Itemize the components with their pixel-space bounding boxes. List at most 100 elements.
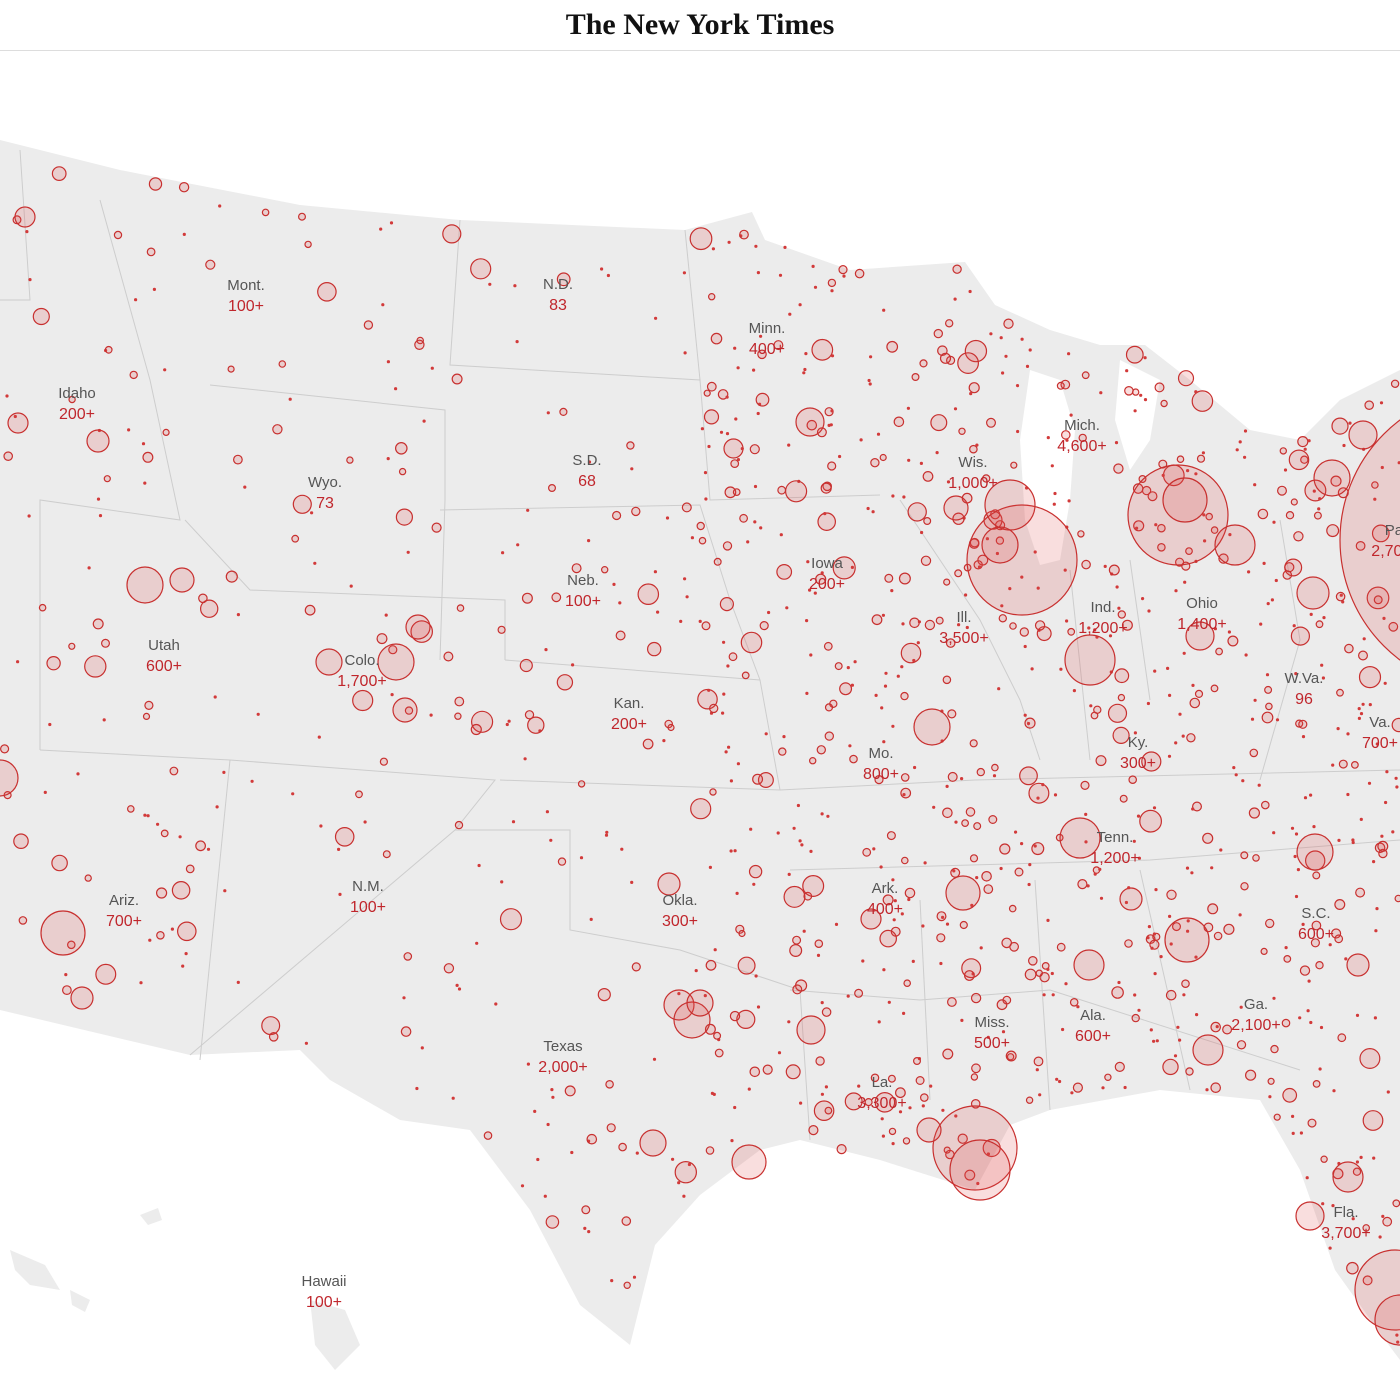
case-circle	[1194, 390, 1198, 394]
case-circle	[1171, 922, 1181, 932]
case-circle	[882, 968, 886, 972]
case-circle	[804, 352, 808, 356]
case-circle	[836, 1143, 847, 1155]
state-name: Tenn.	[1097, 829, 1134, 846]
case-circle	[722, 692, 726, 696]
case-circle	[737, 956, 756, 975]
case-circle	[1272, 996, 1276, 1000]
case-circle	[1321, 1202, 1325, 1206]
case-circle	[806, 419, 818, 431]
case-circle	[215, 805, 219, 809]
case-circle	[945, 922, 950, 926]
case-circle	[911, 373, 920, 382]
case-circle	[809, 653, 813, 657]
state-name: Iowa	[811, 555, 843, 572]
case-circle	[860, 908, 882, 930]
case-circle	[945, 784, 949, 789]
case-circle	[1191, 683, 1195, 688]
case-circle	[844, 1092, 863, 1111]
state-labels: Mont. 100+ N.D. 83 Minn. 400+ Idaho 200+ Wyo. 73 S…	[58, 276, 1400, 1311]
case-circle	[815, 1056, 825, 1066]
case-circle	[1028, 955, 1038, 966]
case-circle	[379, 227, 383, 231]
case-circle	[545, 810, 550, 814]
case-circle	[1282, 1087, 1298, 1103]
case-circle	[177, 921, 197, 942]
case-circle	[957, 1133, 968, 1144]
case-circle	[443, 651, 454, 662]
case-circle	[1036, 796, 1040, 800]
case-circle	[304, 604, 316, 616]
case-circle	[1268, 1095, 1272, 1099]
case-circle	[872, 847, 876, 851]
case-circle	[711, 247, 716, 251]
case-circle	[456, 604, 465, 612]
state-name: Neb.	[567, 572, 599, 589]
case-circle	[943, 578, 951, 586]
case-circle	[579, 856, 584, 860]
case-circle	[1190, 871, 1194, 875]
case-circle	[882, 740, 886, 744]
hawaii-island	[10, 1250, 60, 1290]
case-circle	[604, 833, 609, 837]
case-circle	[909, 617, 920, 629]
case-circle	[1133, 409, 1137, 413]
case-circle	[664, 719, 674, 729]
case-circle	[815, 573, 827, 585]
case-circle	[46, 656, 61, 671]
case-circle	[747, 1087, 751, 1091]
case-circle	[227, 365, 235, 373]
case-circle	[1279, 447, 1288, 455]
case-circle	[827, 278, 837, 288]
case-circle	[950, 867, 961, 878]
case-circle	[475, 941, 479, 945]
case-circle	[995, 551, 1000, 556]
case-circle	[868, 382, 872, 386]
case-circle	[964, 593, 968, 597]
case-circle	[953, 407, 958, 411]
state-count: 1,400+	[1177, 616, 1226, 633]
case-circle	[169, 567, 195, 593]
case-circle	[788, 312, 792, 316]
case-circle	[1359, 1047, 1381, 1069]
case-circle	[1124, 900, 1128, 905]
case-circle	[824, 731, 835, 741]
case-circle	[1146, 701, 1150, 706]
case-circle	[1291, 1131, 1295, 1135]
case-circle	[1386, 1090, 1390, 1094]
case-circle	[857, 1084, 861, 1088]
case-circle	[708, 293, 716, 301]
case-circle	[382, 850, 391, 859]
case-circle	[725, 395, 729, 399]
case-circle	[886, 340, 899, 353]
case-circle	[483, 1131, 493, 1140]
case-circle	[740, 631, 763, 654]
state-name: Ga.	[1244, 996, 1268, 1013]
case-circle	[1025, 364, 1030, 368]
case-circle	[388, 645, 398, 655]
case-circle	[1320, 663, 1324, 667]
case-circle	[1095, 755, 1107, 767]
case-circle	[907, 502, 927, 522]
case-circle	[1189, 697, 1201, 709]
case-circle	[971, 1063, 981, 1074]
case-circle	[546, 1122, 550, 1127]
case-circle	[1318, 1067, 1322, 1071]
case-circle	[952, 264, 962, 274]
state-count: 200+	[59, 406, 95, 423]
case-circle	[1298, 719, 1308, 729]
case-circle	[958, 427, 966, 435]
case-circle	[524, 710, 535, 720]
case-circle	[898, 572, 911, 585]
case-circle	[954, 1114, 958, 1118]
case-circle	[597, 987, 611, 1002]
case-circle	[1137, 856, 1141, 860]
case-circle	[976, 767, 986, 777]
case-circle	[1067, 352, 1071, 356]
state-count: 3,500+	[939, 630, 988, 647]
case-circle	[1218, 553, 1229, 564]
case-circle	[834, 922, 839, 927]
case-circle	[1321, 676, 1325, 680]
case-circle	[746, 540, 750, 544]
case-circle	[1125, 345, 1144, 364]
